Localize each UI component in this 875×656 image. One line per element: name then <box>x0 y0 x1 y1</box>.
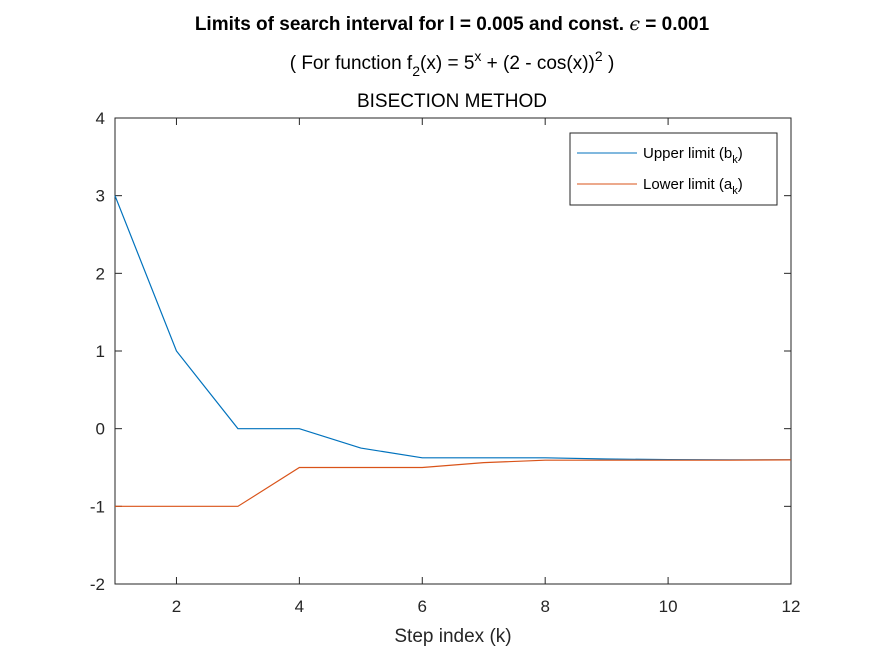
legend-lower-part-1: k <box>732 185 738 197</box>
series-lines <box>114 195 792 507</box>
subtitle-part-6: ) <box>603 53 615 74</box>
chart-subtitle-2: BISECTION METHOD <box>357 91 547 112</box>
x-tick-label-5: 12 <box>782 597 801 616</box>
y-tick-label-3: 1 <box>96 342 105 361</box>
x-tick-label-4: 10 <box>659 597 678 616</box>
x-tick-label-1: 4 <box>295 597 304 616</box>
y-tick-label-2: 0 <box>96 420 105 439</box>
series-line-1 <box>115 459 792 507</box>
x-tick-label-3: 8 <box>540 597 549 616</box>
legend-lower-part-0: Lower limit (a <box>643 176 733 193</box>
chart-subtitle: ( For function f2(x) = 5x + (2 - cos(x))… <box>290 48 615 79</box>
chart-title-text: Limits of search interval for l = 0.005 … <box>195 14 624 35</box>
x-axis-label: Step index (k) <box>394 626 511 647</box>
y-tick-label-4: 2 <box>96 264 105 283</box>
x-tick-label-2: 6 <box>418 597 427 616</box>
legend-upper-part-2: ) <box>738 145 743 162</box>
subtitle-part-2: (x) = 5 <box>420 53 474 74</box>
y-tick-label-6: 4 <box>96 109 105 128</box>
legend-upper-part-0: Upper limit (b <box>643 145 732 162</box>
legend-label-upper: Upper limit (bk) <box>643 145 743 166</box>
y-tick-label-1: -1 <box>90 497 105 516</box>
subtitle-part-1: 2 <box>412 63 420 79</box>
subtitle-part-3: x <box>474 48 481 64</box>
subtitle-part-5: 2 <box>595 48 603 64</box>
legend: Upper limit (bk) Lower limit (ak) <box>569 132 778 206</box>
subtitle-part-4: + (2 - cos(x)) <box>481 53 594 74</box>
epsilon-symbol: ϵ <box>629 13 640 35</box>
subtitle-part-0: ( For function f <box>290 53 413 74</box>
legend-lower-part-2: ) <box>738 176 743 193</box>
axis-ticks <box>115 117 792 585</box>
epsilon-value: = 0.001 <box>645 14 709 35</box>
legend-upper-part-1: k <box>732 154 738 166</box>
x-tick-label-0: 2 <box>172 597 181 616</box>
chart-title: Limits of search interval for l = 0.005 … <box>195 13 710 35</box>
legend-box <box>569 132 778 206</box>
legend-label-lower: Lower limit (ak) <box>643 176 743 197</box>
y-tick-label-5: 3 <box>96 187 105 206</box>
y-tick-label-0: -2 <box>90 575 105 594</box>
